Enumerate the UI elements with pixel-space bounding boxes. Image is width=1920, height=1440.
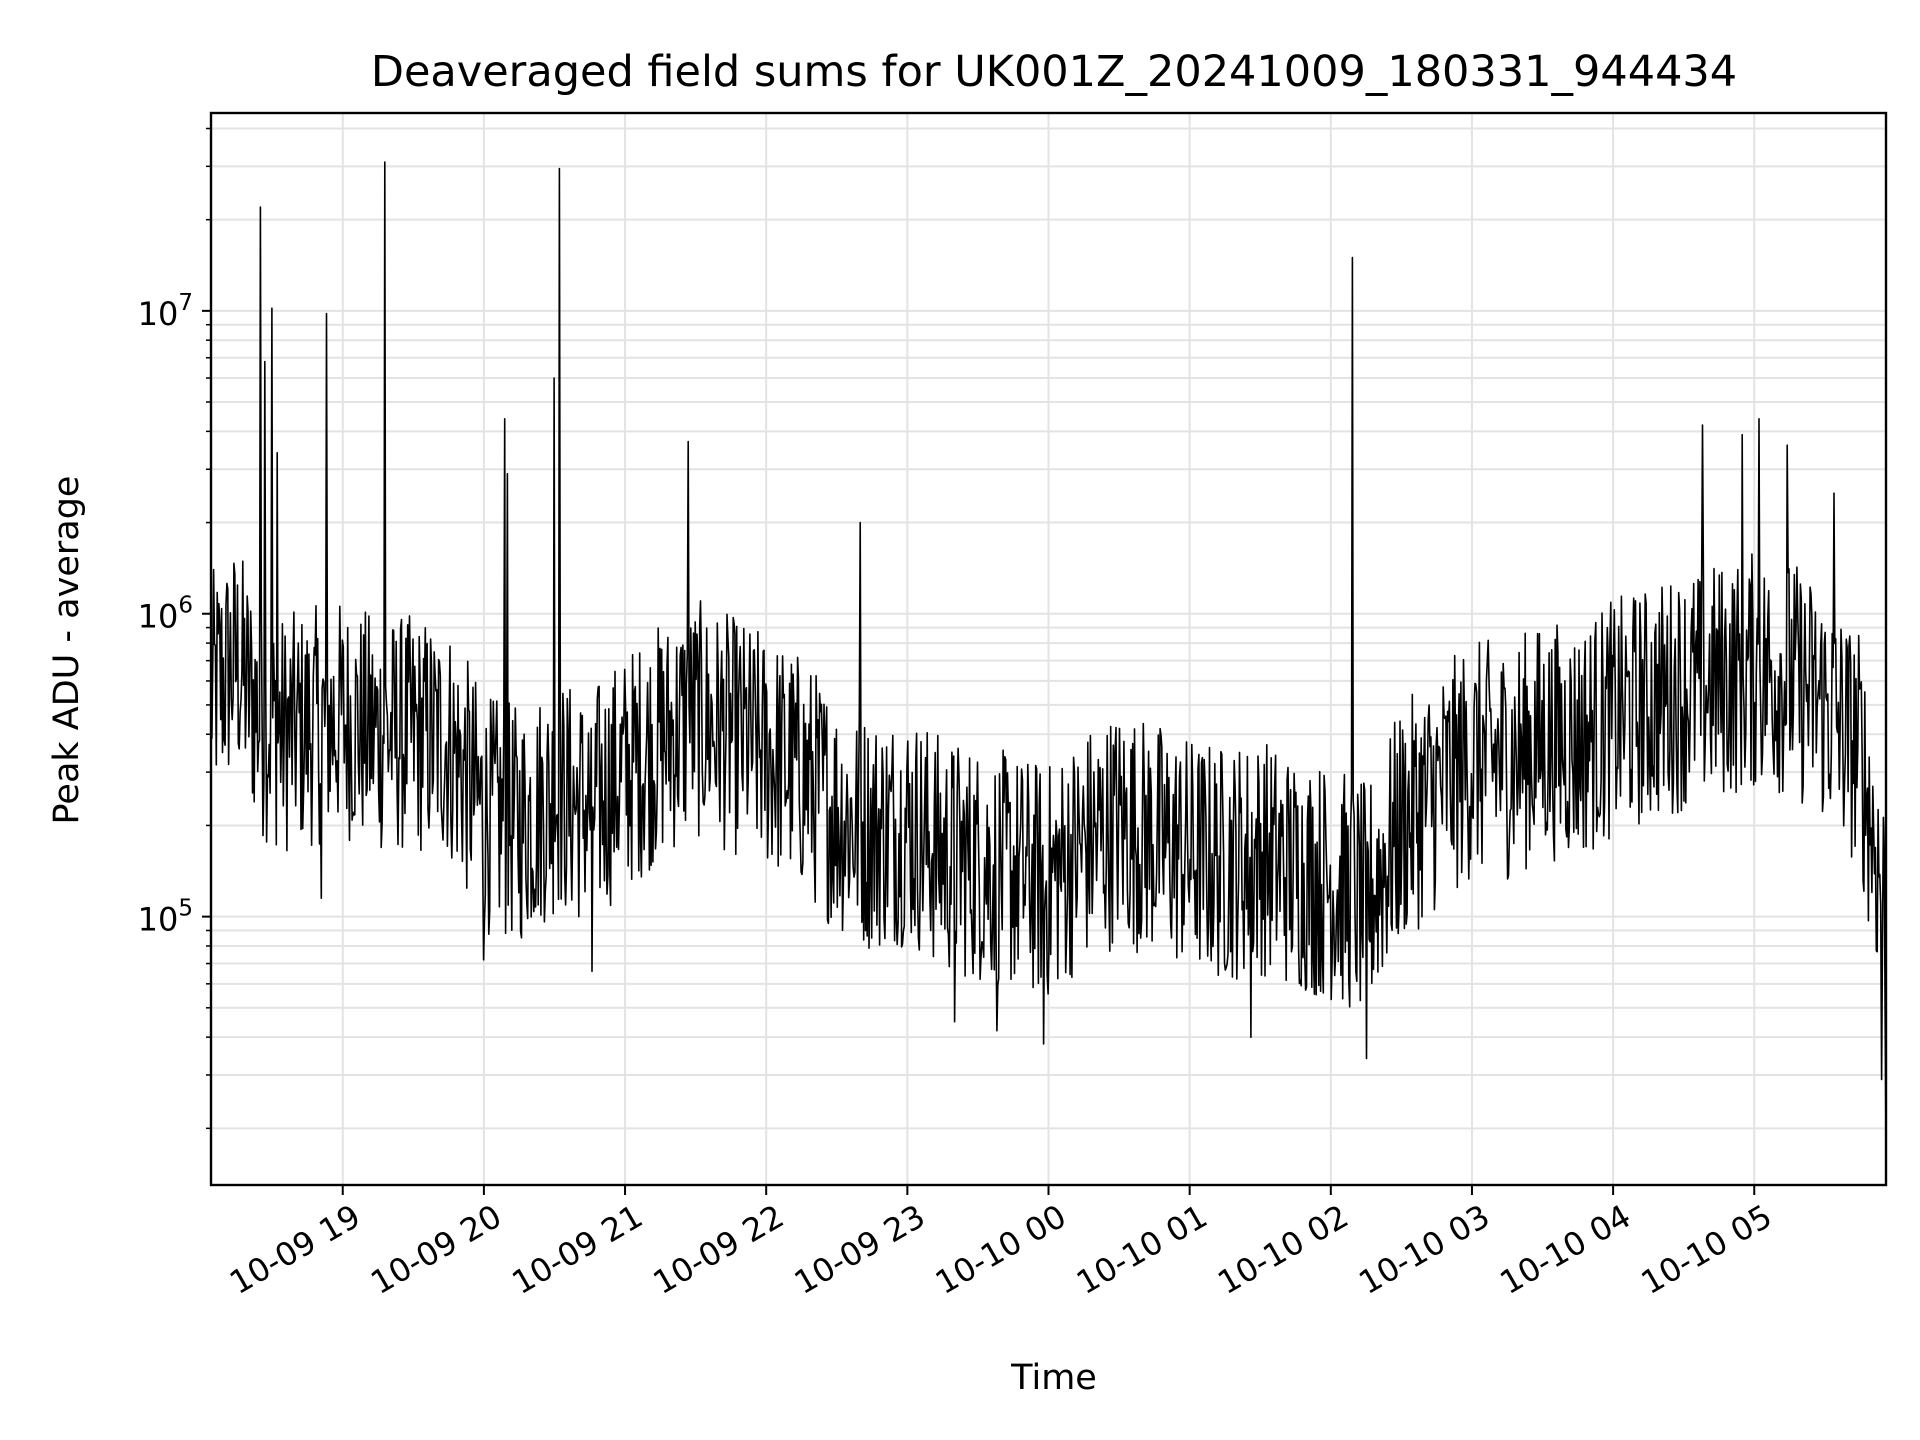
y-axis-label: Peak ADU - average (47, 476, 87, 825)
chart-title: Deaveraged field sums for UK001Z_2024100… (371, 47, 1737, 97)
data-series (210, 161, 1887, 1143)
series-line (210, 161, 1887, 1143)
x-axis-label: Time (1010, 1358, 1097, 1398)
axes (202, 111, 1888, 1195)
plot-frame (209, 111, 1888, 1187)
